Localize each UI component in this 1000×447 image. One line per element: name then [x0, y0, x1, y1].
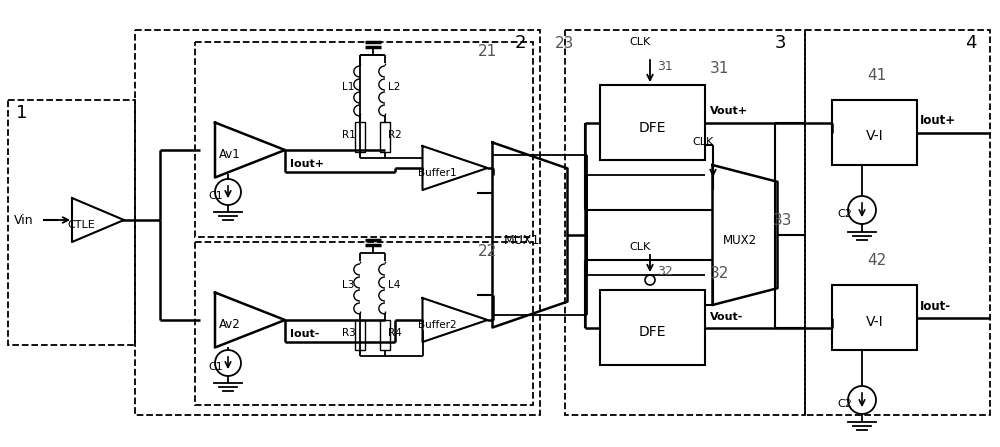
Text: Buffer1: Buffer1	[418, 168, 456, 178]
Text: 32: 32	[710, 266, 729, 281]
Text: Vout+: Vout+	[710, 106, 748, 117]
Text: CLK: CLK	[629, 37, 651, 47]
Text: 3: 3	[775, 34, 786, 52]
Text: CLK: CLK	[692, 137, 714, 147]
Text: 32: 32	[657, 265, 673, 278]
Bar	[355, 320, 365, 350]
Text: 31: 31	[710, 61, 729, 76]
Text: V-I: V-I	[866, 315, 883, 329]
Bar	[805, 30, 990, 415]
Bar	[355, 122, 365, 152]
Text: 31: 31	[657, 60, 673, 73]
Text: L3: L3	[342, 280, 354, 290]
Text: Vout-: Vout-	[710, 312, 743, 321]
Text: C1: C1	[208, 362, 223, 372]
Text: C2: C2	[837, 399, 852, 409]
Bar	[380, 122, 390, 152]
Bar	[600, 85, 705, 160]
Text: R4: R4	[388, 328, 402, 338]
Text: C2: C2	[837, 209, 852, 219]
Text: Av1: Av1	[219, 148, 241, 161]
Text: 33: 33	[773, 213, 792, 228]
Text: Iout-: Iout-	[290, 329, 319, 339]
Bar	[832, 285, 917, 350]
Bar	[380, 320, 390, 350]
Text: V-I: V-I	[866, 130, 883, 143]
Text: CTLE: CTLE	[67, 220, 95, 230]
Text: R1: R1	[342, 130, 356, 140]
Text: 21: 21	[478, 44, 497, 59]
Text: R3: R3	[342, 328, 356, 338]
Text: L2: L2	[388, 82, 400, 92]
Text: L4: L4	[388, 280, 400, 290]
Bar	[565, 30, 805, 415]
Text: DFE: DFE	[639, 121, 666, 135]
Text: MUX2: MUX2	[723, 233, 757, 246]
Text: C1: C1	[208, 191, 223, 201]
Bar	[8, 100, 135, 345]
Text: R2: R2	[388, 130, 402, 140]
Bar	[135, 30, 540, 415]
Text: Av2: Av2	[219, 319, 241, 332]
Text: 2: 2	[515, 34, 526, 52]
Text: 41: 41	[867, 68, 886, 83]
Text: Iout-: Iout-	[920, 299, 951, 312]
Bar	[600, 290, 705, 365]
Text: 23: 23	[555, 36, 574, 51]
Text: L1: L1	[342, 82, 354, 92]
Text: DFE: DFE	[639, 325, 666, 340]
Bar	[195, 42, 533, 237]
Text: Iout+: Iout+	[920, 114, 956, 127]
Text: 1: 1	[16, 104, 27, 122]
Text: 4: 4	[965, 34, 976, 52]
Text: 22: 22	[478, 244, 497, 259]
Text: CLK: CLK	[629, 242, 651, 252]
Text: Buffer2: Buffer2	[418, 320, 456, 330]
Text: 42: 42	[867, 253, 886, 268]
Text: Iout+: Iout+	[290, 159, 324, 169]
Bar	[832, 100, 917, 165]
Text: MUX1: MUX1	[504, 233, 540, 246]
Text: Vin: Vin	[14, 214, 34, 227]
Bar	[195, 242, 533, 405]
